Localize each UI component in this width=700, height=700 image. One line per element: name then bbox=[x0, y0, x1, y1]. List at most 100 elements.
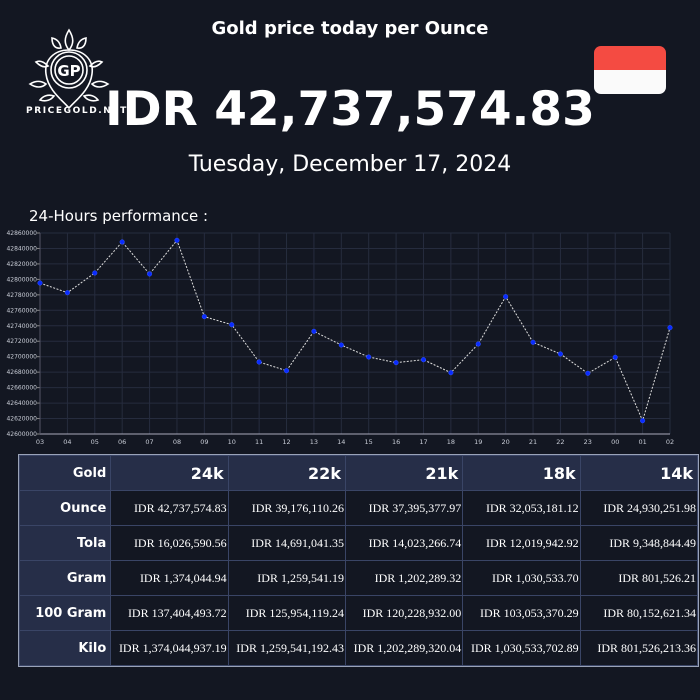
y-tick-label: 42760000 bbox=[6, 307, 37, 314]
x-tick-label: 20 bbox=[502, 438, 510, 446]
x-tick-label: 05 bbox=[91, 438, 99, 446]
row-label: Gram bbox=[18, 560, 112, 596]
x-tick-label: 23 bbox=[584, 438, 592, 446]
y-tick-label: 42820000 bbox=[6, 261, 37, 268]
x-tick-label: 22 bbox=[556, 438, 564, 446]
column-header: 21k bbox=[344, 455, 464, 491]
price-cell: IDR 125,954,119.24 bbox=[227, 595, 346, 631]
price-cell: IDR 37,395,377.97 bbox=[344, 490, 464, 526]
price-cell: IDR 14,023,266.74 bbox=[344, 525, 464, 561]
data-point bbox=[147, 271, 153, 277]
price-chart: 42600000 42620000 42640000 42660000 42680000… bbox=[6, 230, 674, 446]
x-tick-label: 03 bbox=[36, 438, 44, 446]
column-header: 18k bbox=[462, 455, 581, 491]
data-point bbox=[612, 354, 618, 360]
column-header: 14k bbox=[579, 455, 699, 491]
x-tick-label: 06 bbox=[118, 438, 126, 446]
data-point bbox=[201, 314, 207, 320]
data-point bbox=[338, 342, 344, 348]
x-tick-label: 19 bbox=[474, 438, 482, 446]
row-label: Kilo bbox=[18, 630, 112, 666]
x-tick-label: 01 bbox=[638, 438, 646, 446]
x-tick-label: 12 bbox=[282, 438, 290, 446]
data-point bbox=[420, 357, 427, 363]
chart-title: 24-Hours performance : bbox=[29, 207, 209, 225]
price-cell: IDR 12,019,942.92 bbox=[462, 525, 581, 561]
data-point bbox=[393, 360, 399, 366]
price-cell: IDR 1,374,044.94 bbox=[110, 560, 229, 596]
data-point bbox=[530, 339, 536, 345]
x-tick-label: 11 bbox=[255, 438, 263, 446]
table-row: Ounce IDR 42,737,574.83 IDR 39,176,110.26 I… bbox=[18, 490, 699, 526]
data-point bbox=[448, 370, 454, 376]
price-cell: IDR 1,374,044,937.19 bbox=[110, 630, 229, 666]
data-point bbox=[256, 359, 262, 365]
x-tick-label: 18 bbox=[447, 438, 455, 446]
x-tick-label: 00 bbox=[611, 438, 619, 446]
y-tick-label: 42680000 bbox=[6, 369, 37, 376]
price-cell: IDR 14,691,041.35 bbox=[227, 525, 346, 561]
price-cell: IDR 24,930,251.98 bbox=[579, 490, 699, 526]
y-tick-label: 42720000 bbox=[6, 338, 37, 345]
y-tick-label: 42700000 bbox=[6, 354, 37, 361]
corner-header: Gold bbox=[18, 455, 112, 491]
current-date: Tuesday, December 17, 2024 bbox=[188, 152, 512, 177]
x-tick-label: 21 bbox=[529, 438, 537, 446]
data-point bbox=[667, 325, 673, 331]
y-tick-label: 42640000 bbox=[6, 400, 37, 407]
x-tick-label: 16 bbox=[392, 438, 400, 446]
price-cell: IDR 32,053,181.12 bbox=[462, 490, 581, 526]
price-cell: IDR 1,259,541,192.43 bbox=[227, 630, 346, 666]
pricegold-logo: GP bbox=[28, 28, 110, 110]
data-point bbox=[119, 239, 125, 245]
price-cell: IDR 1,259,541.19 bbox=[227, 560, 346, 596]
data-point bbox=[366, 354, 372, 360]
price-table: Gold 24k 22k 21k 18k 14k Ounce IDR 42,737… bbox=[18, 454, 699, 667]
price-cell: IDR 80,152,621.34 bbox=[579, 595, 699, 631]
y-tick-label: 42800000 bbox=[6, 276, 37, 283]
table-header-row: Gold 24k 22k 21k 18k 14k bbox=[18, 455, 699, 491]
data-point bbox=[37, 280, 43, 286]
row-label: Ounce bbox=[18, 490, 112, 526]
data-point bbox=[475, 341, 481, 347]
x-tick-label: 14 bbox=[337, 438, 345, 446]
price-cell: IDR 1,030,533.70 bbox=[462, 560, 581, 596]
y-tick-label: 42600000 bbox=[6, 431, 37, 438]
price-cell: IDR 120,228,932.00 bbox=[344, 595, 464, 631]
column-header: 22k bbox=[227, 455, 346, 491]
x-tick-label: 02 bbox=[666, 438, 674, 446]
price-cell: IDR 42,737,574.83 bbox=[110, 490, 229, 526]
price-cell: IDR 103,053,370.29 bbox=[462, 595, 581, 631]
x-tick-label: 13 bbox=[310, 438, 318, 446]
price-cell: IDR 1,202,289.32 bbox=[344, 560, 464, 596]
y-tick-label: 42860000 bbox=[6, 230, 37, 237]
data-point bbox=[640, 418, 646, 424]
x-tick-label: 08 bbox=[173, 438, 181, 446]
column-header: 24k bbox=[110, 455, 229, 491]
y-tick-label: 42740000 bbox=[6, 323, 37, 330]
y-tick-label: 42840000 bbox=[6, 245, 37, 252]
price-cell: IDR 16,026,590.56 bbox=[110, 525, 229, 561]
data-point bbox=[311, 328, 317, 334]
y-tick-label: 42620000 bbox=[6, 416, 37, 423]
price-cell: IDR 39,176,110.26 bbox=[227, 490, 346, 526]
x-tick-label: 17 bbox=[419, 438, 427, 446]
price-cell: IDR 137,404,493.72 bbox=[110, 595, 229, 631]
x-tick-label: 04 bbox=[63, 438, 71, 446]
y-tick-label: 42780000 bbox=[6, 292, 37, 299]
current-price: IDR 42,737,574.83 bbox=[105, 82, 595, 137]
x-tick-label: 07 bbox=[145, 438, 153, 446]
row-label: 100 Gram bbox=[18, 595, 112, 631]
data-point bbox=[229, 322, 235, 328]
data-point bbox=[174, 237, 180, 243]
price-cell: IDR 1,030,533,702.89 bbox=[462, 630, 581, 666]
table-row: Gram IDR 1,374,044.94 IDR 1,259,541.19 IDR … bbox=[18, 560, 699, 596]
table-row: Kilo IDR 1,374,044,937.19 IDR 1,259,541,19… bbox=[18, 630, 699, 666]
price-line bbox=[39, 239, 671, 423]
data-point bbox=[64, 290, 70, 296]
indonesia-flag-icon bbox=[594, 46, 666, 94]
price-cell: IDR 1,202,289,320.04 bbox=[344, 630, 464, 666]
price-cell: IDR 801,526.21 bbox=[579, 560, 699, 596]
page-title: Gold price today per Ounce bbox=[211, 18, 489, 39]
data-point bbox=[557, 351, 563, 357]
